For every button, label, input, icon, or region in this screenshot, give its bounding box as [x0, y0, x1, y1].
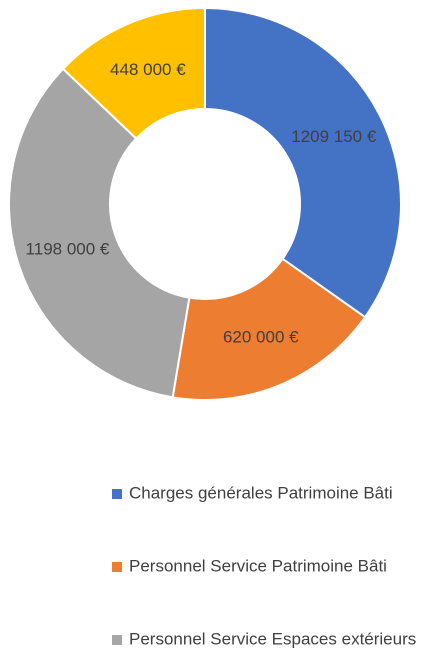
legend-label: Charges générales Patrimoine Bâti: [129, 483, 393, 502]
donut-slice: [204, 6, 402, 319]
data-label: 1209 150 €: [291, 127, 377, 146]
legend-swatch: [112, 489, 122, 499]
donut-slice: [61, 6, 206, 140]
donut-slice: [8, 67, 191, 399]
data-label: 1198 000 €: [26, 239, 110, 258]
data-label: 448 000 €: [110, 60, 186, 79]
legend-swatch: [112, 635, 122, 645]
legend-swatch: [112, 562, 122, 572]
donut-slice: [171, 257, 367, 401]
legend-label: Personnel Service Patrimoine Bâti: [129, 556, 387, 575]
legend-label: Personnel Service Espaces extérieurs: [129, 629, 416, 648]
data-label: 620 000 €: [223, 327, 299, 346]
